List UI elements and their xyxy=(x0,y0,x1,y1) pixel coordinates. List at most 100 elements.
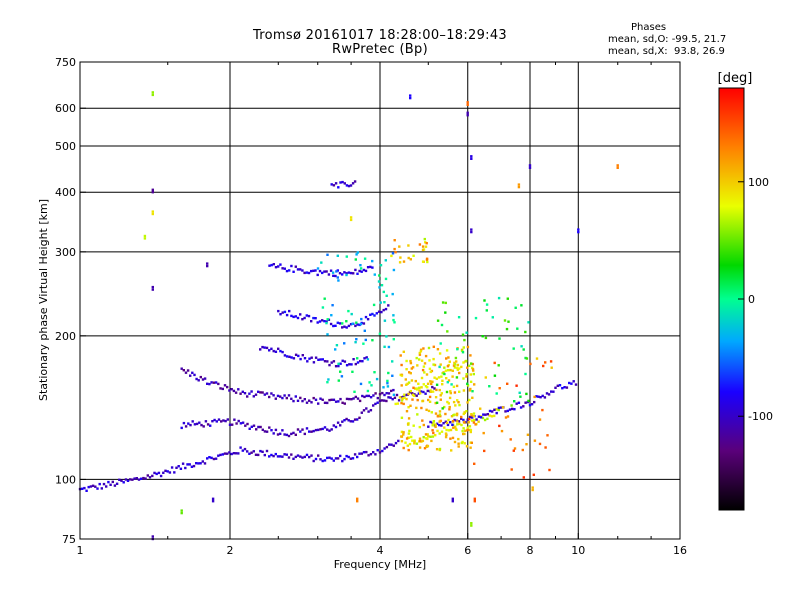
data-point xyxy=(412,386,415,389)
data-point xyxy=(195,422,199,426)
data-point xyxy=(318,269,322,273)
data-point xyxy=(430,382,433,386)
data-point xyxy=(222,419,225,422)
data-point xyxy=(462,361,465,364)
data-point xyxy=(448,360,451,363)
chart-title: Tromsø 20161017 18:28:00–18:29:43 xyxy=(252,28,508,43)
data-point xyxy=(107,480,110,484)
data-point xyxy=(246,422,249,426)
data-point xyxy=(151,285,154,289)
data-point xyxy=(421,260,425,263)
data-point xyxy=(470,228,473,231)
data-point xyxy=(468,389,472,392)
data-point xyxy=(221,453,224,456)
data-point xyxy=(434,425,437,428)
data-point xyxy=(323,270,326,273)
data-point xyxy=(522,476,525,479)
data-point xyxy=(400,363,403,367)
data-point xyxy=(359,382,363,386)
data-point xyxy=(331,304,334,307)
data-point xyxy=(431,385,434,389)
data-point xyxy=(533,395,536,399)
data-point xyxy=(443,366,446,369)
data-point xyxy=(290,356,293,359)
data-point xyxy=(244,424,247,427)
data-point xyxy=(301,399,304,403)
data-point xyxy=(175,466,178,469)
data-point xyxy=(180,426,183,430)
data-point xyxy=(441,383,444,386)
data-point xyxy=(347,324,351,328)
y-tick-label: 100 xyxy=(55,473,76,486)
data-point xyxy=(281,267,284,270)
data-point xyxy=(497,406,501,410)
data-point xyxy=(453,413,456,416)
data-point xyxy=(151,91,154,94)
data-point xyxy=(565,386,569,389)
data-point xyxy=(354,362,357,366)
data-point xyxy=(405,383,408,386)
data-point xyxy=(431,390,435,393)
data-point xyxy=(184,425,188,428)
data-point xyxy=(409,389,412,393)
data-point xyxy=(497,364,500,367)
data-point xyxy=(329,322,333,326)
data-point xyxy=(310,320,313,323)
data-point xyxy=(206,382,209,385)
data-point xyxy=(422,365,426,368)
data-point xyxy=(408,429,411,433)
data-point xyxy=(314,269,317,272)
chart-subtitle: RwPretec (Bp) xyxy=(332,42,428,57)
data-point xyxy=(446,381,449,384)
data-point xyxy=(312,316,315,320)
data-point xyxy=(427,398,430,402)
data-point xyxy=(263,430,267,433)
data-point xyxy=(285,433,288,437)
data-point xyxy=(455,360,458,363)
data-point xyxy=(358,269,361,273)
data-point xyxy=(506,415,510,418)
data-point xyxy=(544,361,547,364)
data-point xyxy=(400,416,404,419)
x-tick-label: 2 xyxy=(227,544,234,557)
data-point xyxy=(189,423,192,427)
data-point xyxy=(237,388,240,391)
data-point xyxy=(290,453,293,456)
data-point xyxy=(281,311,284,314)
data-point xyxy=(441,407,444,410)
data-point xyxy=(343,342,346,345)
data-point xyxy=(577,228,580,231)
data-point xyxy=(499,406,503,409)
data-point xyxy=(407,244,410,247)
data-point xyxy=(385,392,388,395)
data-point xyxy=(186,369,190,372)
data-point xyxy=(277,309,280,313)
data-point xyxy=(166,470,169,473)
data-point xyxy=(410,367,413,370)
data-point xyxy=(339,397,342,401)
data-point xyxy=(407,392,410,396)
data-point xyxy=(477,415,481,418)
data-point xyxy=(310,430,313,433)
data-point xyxy=(265,346,269,350)
data-point xyxy=(365,356,368,359)
data-point xyxy=(453,391,457,394)
data-point xyxy=(323,401,327,404)
data-point xyxy=(457,437,460,441)
data-point xyxy=(466,103,469,106)
data-point xyxy=(228,389,231,392)
data-point xyxy=(228,451,231,454)
data-point xyxy=(451,369,454,372)
data-point xyxy=(441,301,445,304)
data-point xyxy=(350,312,353,316)
data-point xyxy=(454,427,458,431)
data-point xyxy=(151,93,154,97)
data-point xyxy=(456,399,459,402)
data-point xyxy=(270,392,273,395)
data-point xyxy=(232,389,236,393)
data-point xyxy=(272,349,275,353)
data-point xyxy=(276,455,280,458)
data-point xyxy=(394,251,397,254)
data-point xyxy=(326,253,329,256)
data-point xyxy=(471,366,474,370)
